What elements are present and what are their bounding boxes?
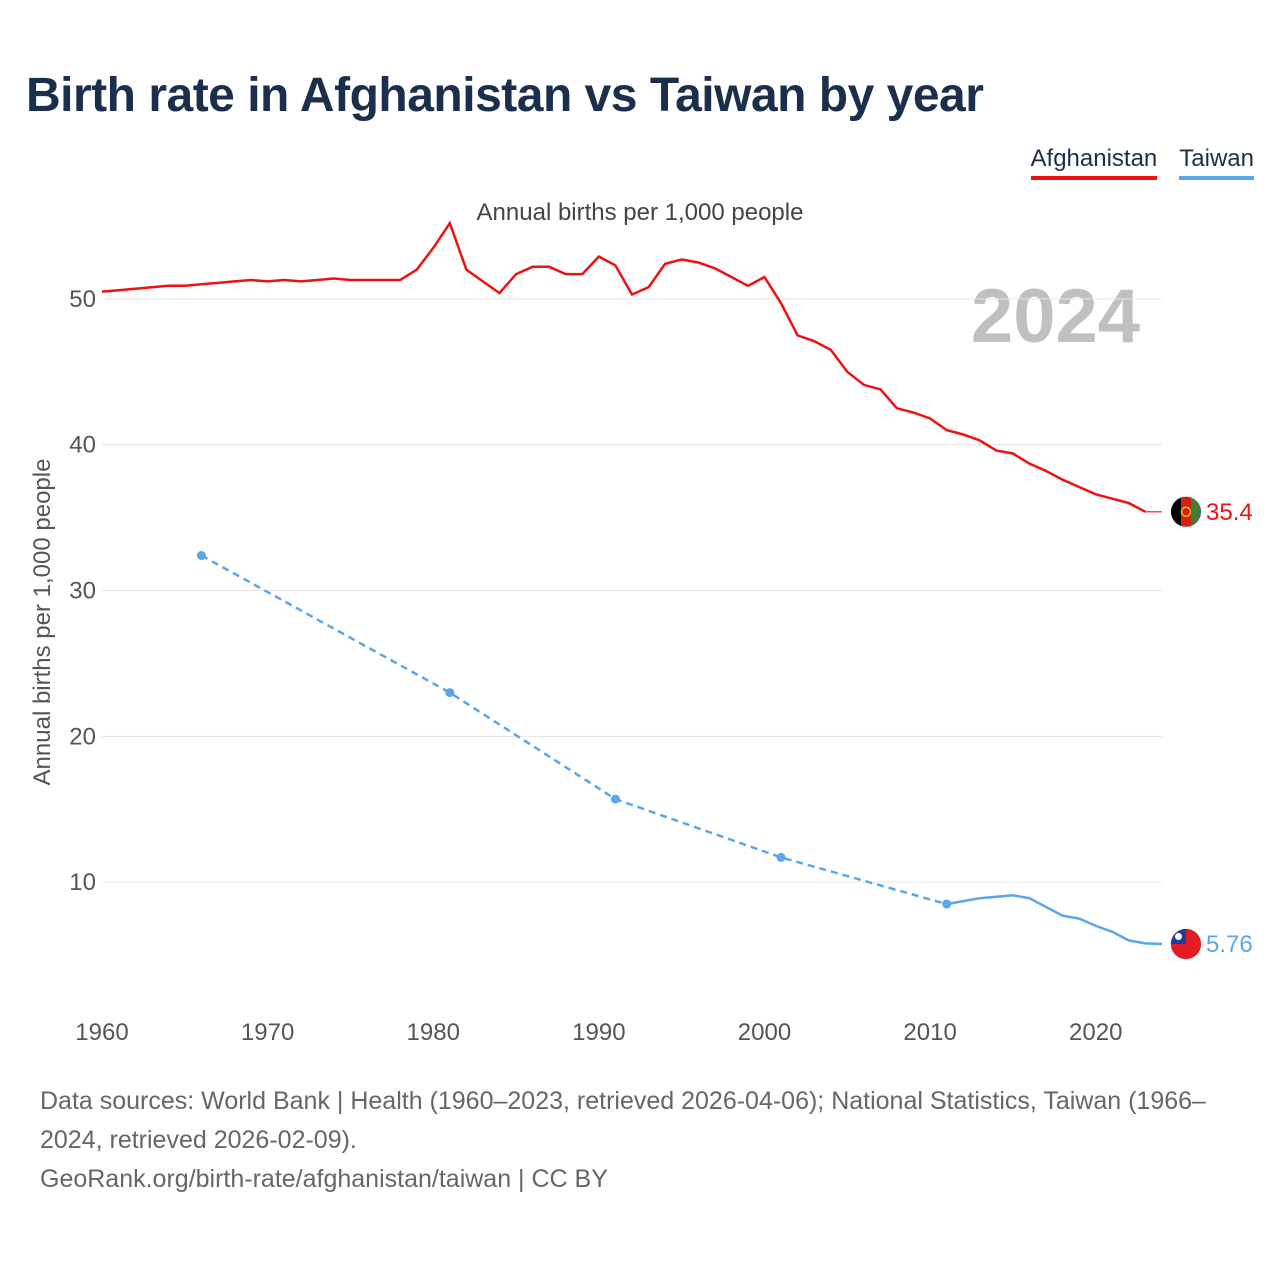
chart-subtitle: Annual births per 1,000 people [477, 199, 804, 226]
legend: Afghanistan Taiwan [1030, 144, 1254, 180]
x-tick-label: 1990 [572, 1019, 625, 1046]
y-tick-label: 10 [69, 869, 96, 896]
taiwan-flag-icon [1170, 928, 1202, 960]
y-axis-label: Annual births per 1,000 people [29, 459, 56, 786]
series-line-afghanistan[interactable] [101, 220, 1146, 513]
footer: Data sources: World Bank | Health (1960–… [40, 1082, 1250, 1199]
data-point-marker[interactable] [610, 794, 620, 804]
x-tick-label: 2000 [738, 1019, 791, 1046]
x-tick-label: 1960 [75, 1019, 128, 1046]
page-title: Birth rate in Afghanistan vs Taiwan by y… [26, 69, 984, 122]
y-tick-label: 30 [69, 578, 96, 605]
credit-link[interactable]: GeoRank.org/birth-rate/afghanistan/taiwa… [40, 1165, 608, 1193]
y-tick-label: 20 [69, 723, 96, 750]
x-tick-label: 1980 [407, 1019, 460, 1046]
afghanistan-flag-icon [1170, 496, 1202, 528]
y-tick-label: 50 [69, 286, 96, 313]
y-tick-label: 40 [69, 432, 96, 459]
data-sources: Data sources: World Bank | Health (1960–… [40, 1087, 1206, 1154]
x-tick-label: 2020 [1069, 1019, 1122, 1046]
x-tick-label: 2010 [903, 1019, 956, 1046]
end-value-label-afghanistan: 35.4 [1206, 499, 1253, 526]
series-line-taiwan[interactable] [946, 894, 1163, 946]
legend-item-taiwan[interactable]: Taiwan [1179, 144, 1254, 180]
data-point-marker[interactable] [445, 688, 455, 698]
data-point-marker[interactable] [196, 551, 206, 561]
year-watermark: 2024 [971, 274, 1140, 359]
data-point-marker[interactable] [942, 899, 952, 909]
x-tick-label: 1970 [241, 1019, 294, 1046]
series-line-taiwan-dashed[interactable] [200, 554, 948, 906]
end-value-label-taiwan: 5.76 [1206, 931, 1253, 958]
line-chart: Annual births per 1,000 people 2024 Annu… [29, 199, 1253, 1046]
legend-item-afghanistan[interactable]: Afghanistan [1030, 144, 1158, 180]
data-point-marker[interactable] [776, 852, 786, 862]
